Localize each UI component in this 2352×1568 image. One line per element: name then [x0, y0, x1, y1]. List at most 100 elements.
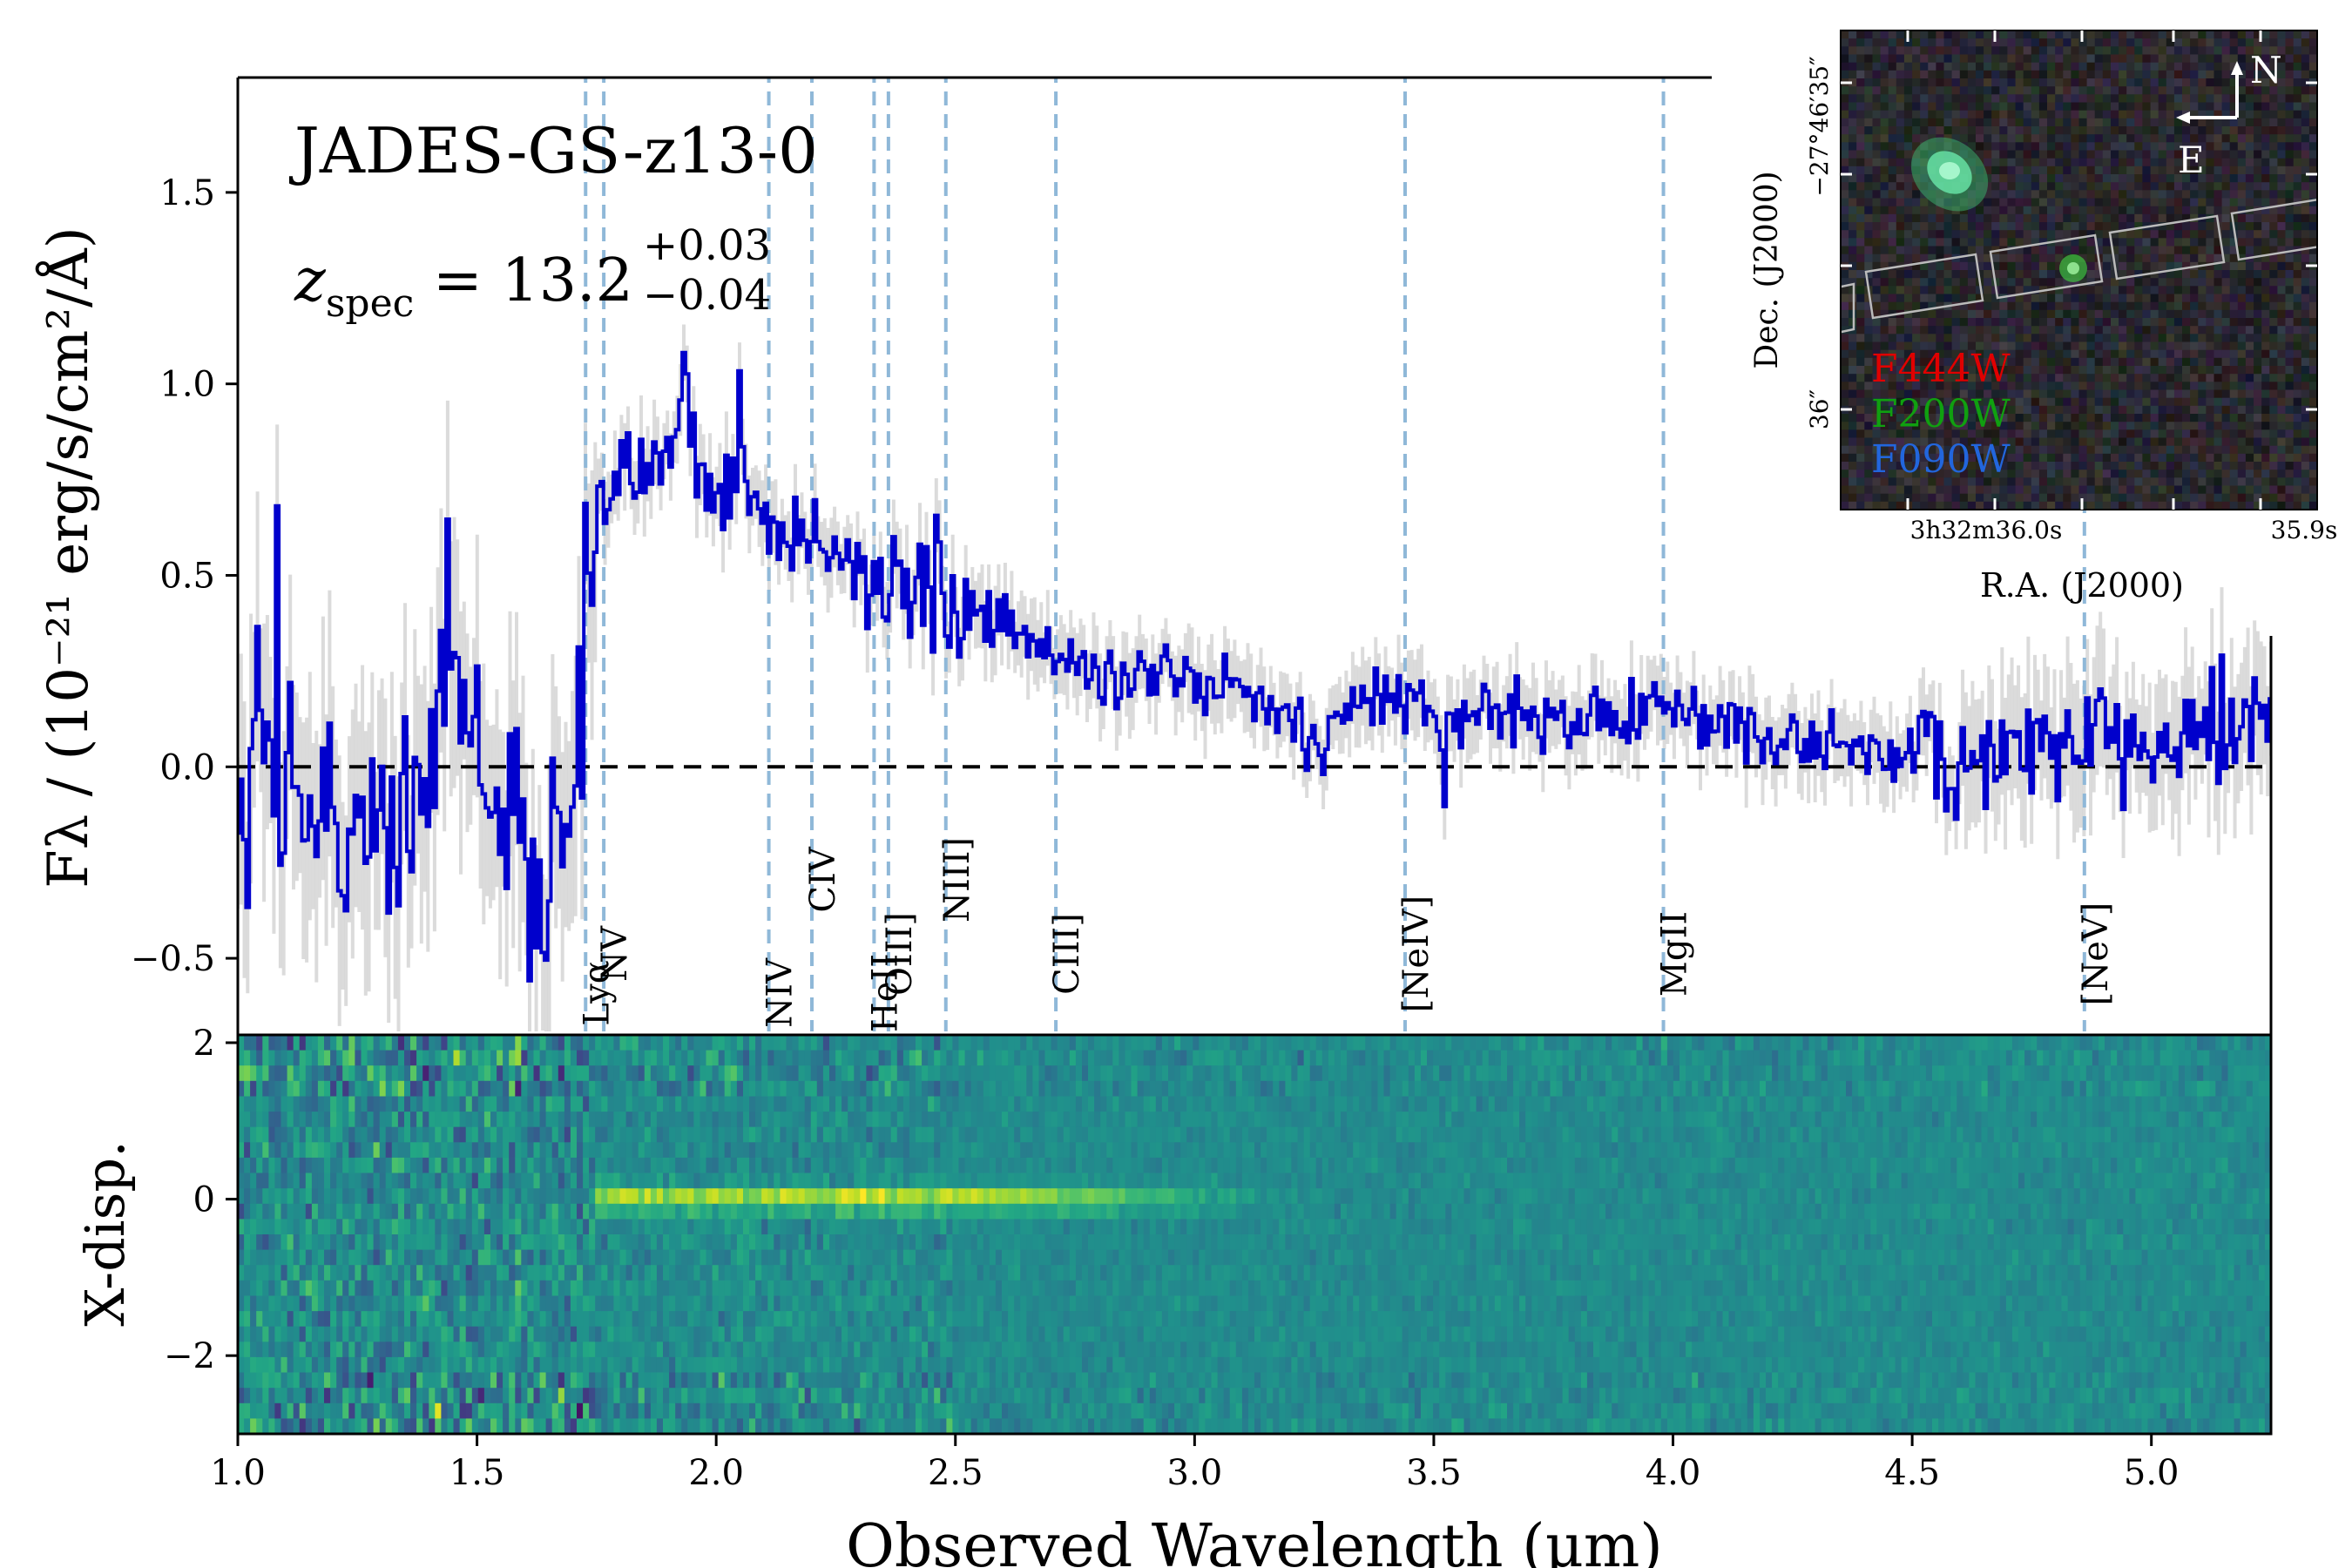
heatmap-cell	[854, 1173, 861, 1189]
heatmap-cell	[238, 1372, 245, 1389]
heatmap-cell	[367, 1126, 375, 1143]
heatmap-cell	[1149, 1112, 1157, 1128]
heatmap-cell	[1241, 1126, 1249, 1143]
heatmap-cell	[490, 1311, 497, 1328]
heatmap-cell	[342, 1188, 349, 1205]
heatmap-cell	[244, 1311, 251, 1328]
heatmap-cell	[792, 1280, 800, 1296]
heatmap-cell	[1155, 1402, 1163, 1419]
heatmap-cell	[1161, 1295, 1169, 1312]
heatmap-cell	[250, 1280, 257, 1296]
heatmap-cell	[379, 1295, 387, 1312]
heatmap-cell	[928, 1388, 935, 1404]
heatmap-cell	[755, 1219, 762, 1235]
heatmap-cell	[503, 1388, 510, 1404]
heatmap-cell	[1002, 1096, 1009, 1112]
heatmap-cell	[724, 1112, 732, 1128]
heatmap-cell	[342, 1402, 349, 1419]
heatmap-cell	[650, 1126, 658, 1143]
heatmap-cell	[890, 1311, 898, 1328]
heatmap-cell	[595, 1280, 602, 1296]
heatmap-cell	[1069, 1402, 1077, 1419]
heatmap-cell	[1168, 1311, 1175, 1328]
heatmap-cell	[1180, 1142, 1187, 1159]
heatmap-cell	[1186, 1342, 1193, 1358]
heatmap-cell	[293, 1065, 301, 1082]
heatmap-cell	[767, 1142, 774, 1159]
heatmap-cell	[441, 1388, 449, 1404]
heatmap-cell	[736, 1265, 744, 1281]
heatmap-cell	[391, 1265, 399, 1281]
heatmap-cell	[595, 1035, 602, 1051]
heatmap-cell	[385, 1112, 393, 1128]
heatmap-cell	[1223, 1188, 1231, 1205]
heatmap-cell	[625, 1096, 633, 1112]
heatmap-cell	[287, 1142, 294, 1159]
heatmap-cell	[724, 1311, 732, 1328]
heatmap-cell	[1235, 1219, 1243, 1235]
heatmap-cell	[896, 1388, 904, 1404]
heatmap-cell	[539, 1249, 547, 1266]
heatmap-cell	[872, 1142, 880, 1159]
heatmap-cell	[755, 1342, 762, 1358]
heatmap-cell	[1137, 1050, 1145, 1066]
heatmap-cell	[459, 1050, 467, 1066]
heatmap-cell	[958, 1356, 966, 1374]
heatmap-cell	[922, 1065, 929, 1082]
heatmap-cell	[410, 1311, 417, 1328]
heatmap-cell	[1217, 1096, 1225, 1112]
heatmap-cell	[268, 1142, 276, 1159]
heatmap-cell	[570, 1203, 578, 1220]
heatmap-cell	[1020, 1234, 1027, 1251]
heatmap-cell	[280, 1203, 288, 1220]
heatmap-cell	[884, 1372, 892, 1389]
heatmap-cell	[1026, 1096, 1033, 1112]
heatmap-cell	[1032, 1234, 1040, 1251]
heatmap-cell	[798, 1418, 806, 1434]
heatmap-cell	[700, 1311, 707, 1328]
heatmap-cell	[274, 1112, 282, 1128]
heatmap-cell	[459, 1249, 467, 1266]
heatmap-cell	[1125, 1249, 1132, 1266]
heatmap-cell	[1223, 1342, 1231, 1358]
heatmap-cell	[989, 1326, 997, 1342]
heatmap-cell	[964, 1295, 972, 1312]
heatmap-cell	[1044, 1173, 1052, 1189]
heatmap-cell	[884, 1265, 892, 1281]
heatmap-cell	[293, 1418, 301, 1434]
heatmap-cell	[558, 1234, 565, 1251]
heatmap-cell	[650, 1219, 658, 1235]
heatmap-cell	[1057, 1356, 1064, 1374]
heatmap-cell	[324, 1157, 331, 1174]
heatmap-cell	[287, 1112, 294, 1128]
heatmap-cell	[558, 1112, 565, 1128]
heatmap-cell	[244, 1219, 251, 1235]
heatmap-cell	[373, 1173, 381, 1189]
heatmap-cell	[441, 1096, 449, 1112]
heatmap-cell	[299, 1326, 307, 1342]
heatmap-cell	[749, 1265, 756, 1281]
heatmap-cell	[693, 1402, 701, 1419]
heatmap-cell	[638, 1295, 645, 1312]
heatmap-cell	[983, 1219, 990, 1235]
heatmap-cell	[896, 1402, 904, 1419]
heatmap-cell	[250, 1080, 257, 1097]
heatmap-cell	[1217, 1203, 1225, 1220]
heatmap-cell	[970, 1142, 978, 1159]
heatmap-cell	[755, 1280, 762, 1296]
heatmap-cell	[268, 1342, 276, 1358]
heatmap-cell	[718, 1234, 726, 1251]
heatmap-cell	[619, 1096, 627, 1112]
heatmap-cell	[373, 1080, 381, 1097]
heatmap-cell	[1217, 1249, 1225, 1266]
heatmap-cell	[663, 1234, 670, 1251]
heatmap-cell	[379, 1280, 387, 1296]
heatmap-cell	[589, 1142, 596, 1159]
heatmap-cell	[625, 1326, 633, 1342]
heatmap-cell	[447, 1142, 455, 1159]
heatmap-cell	[619, 1249, 627, 1266]
heatmap-cell	[958, 1388, 966, 1404]
heatmap-cell	[786, 1418, 794, 1434]
heatmap-cell	[663, 1203, 670, 1220]
heatmap-cell	[712, 1326, 720, 1342]
